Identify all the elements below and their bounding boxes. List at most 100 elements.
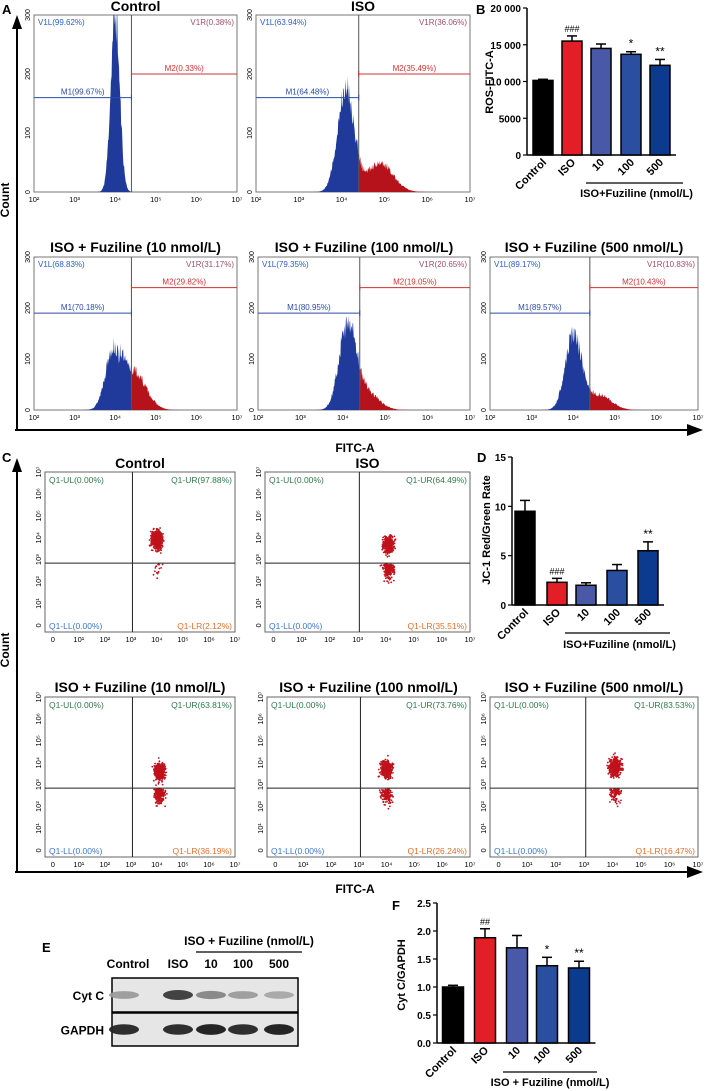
event-dot — [158, 567, 161, 570]
y-tick-label: 300 — [25, 251, 32, 263]
y-tick-label: 2.5 — [417, 899, 431, 910]
event-dot — [156, 789, 159, 792]
x-tick-label: 10⁶ — [436, 860, 447, 869]
event-dot — [380, 791, 383, 794]
event-dot — [160, 801, 163, 804]
y-tick-label: 300 — [247, 9, 254, 21]
event-dot — [384, 776, 386, 779]
event-dot — [161, 761, 164, 764]
bar-iso — [546, 581, 568, 606]
y-tick-label: 10² — [34, 801, 43, 812]
m1-label: M1(80.95%) — [287, 303, 331, 312]
y-axis-arrow-c-head — [12, 458, 22, 472]
event-dot — [157, 563, 160, 566]
x-tick-label: 10⁵ — [177, 635, 188, 644]
event-dot — [389, 777, 392, 780]
significance-label: * — [629, 37, 634, 51]
event-dot — [389, 791, 392, 793]
event-dot — [392, 549, 395, 551]
event-dot — [381, 543, 384, 546]
event-dot — [621, 762, 624, 765]
event-dot — [385, 772, 388, 775]
event-dot — [619, 773, 621, 776]
event-dot — [384, 796, 387, 798]
event-dot — [614, 794, 616, 797]
y-tick-label: 10¹ — [479, 823, 488, 834]
event-dot — [613, 764, 616, 767]
histogram-panel: ISO + Fuziline (10 nmol/L) V1L(68.83%) V1R… — [25, 239, 243, 422]
event-dot — [153, 770, 156, 772]
event-dot — [155, 550, 158, 552]
event-dot — [385, 542, 388, 545]
scatter-panel: ISO + Fuziline (100 nmol/L) Q1-UL(0.00%) Q… — [256, 679, 476, 869]
v1r-label: V1R(10.83%) — [647, 260, 695, 269]
event-dot — [617, 800, 620, 803]
event-dot — [385, 764, 388, 766]
event-dot — [610, 762, 613, 765]
event-dot — [390, 572, 392, 574]
x-tick-label: 10² — [550, 860, 561, 869]
y-tick-label: 10⁶ — [34, 713, 43, 724]
y-tick-label: 0 — [515, 151, 521, 162]
y-tick-label: 200 — [25, 302, 32, 314]
x-tick-label: 10³ — [69, 195, 80, 204]
lr-label: Q1-LR(26.24%) — [407, 846, 467, 856]
x-tick-label: 10⁶ — [191, 195, 202, 204]
panel-label-d: D — [477, 450, 486, 465]
event-dot — [156, 805, 158, 807]
x-tick-label: 10⁴ — [336, 195, 348, 204]
event-dot — [619, 771, 622, 774]
event-dot — [380, 797, 382, 799]
event-dot — [389, 789, 392, 792]
event-dot — [159, 527, 162, 529]
event-dot — [380, 564, 383, 566]
event-dot — [161, 775, 164, 778]
event-dot — [608, 793, 611, 796]
event-dot — [387, 790, 389, 793]
event-dot — [388, 546, 391, 549]
y-tick-label: 300 — [249, 251, 256, 263]
scatter-title: ISO — [355, 455, 379, 471]
histogram-title: ISO + Fuziline (10 nmol/L) — [50, 239, 221, 255]
histogram-panel: Control V1L(99.62%) V1R(0.38%) M1(99.67%) M2… — [25, 0, 243, 204]
western-blot: ISO + Fuziline (nmol/L) Control ISO 10 100 50… — [61, 934, 314, 1047]
event-dot — [388, 788, 390, 791]
event-dot — [158, 760, 161, 763]
y-tick-label: 200 — [249, 302, 256, 314]
x-tick-label: 10⁴ — [109, 413, 121, 422]
event-dot — [155, 542, 158, 545]
event-dot — [158, 797, 161, 800]
y-tick-label: 200 — [247, 68, 254, 80]
event-dot — [161, 789, 164, 791]
bar-100 — [620, 53, 642, 156]
event-dot — [391, 801, 394, 804]
event-dot — [391, 541, 394, 543]
x-tick-label: 10⁴ — [380, 635, 392, 644]
ul-label: Q1-UL(0.00%) — [271, 700, 326, 710]
event-dot — [612, 764, 614, 767]
event-dot — [157, 535, 160, 538]
event-dot — [610, 776, 612, 779]
y-tick-label: 10⁴ — [254, 532, 263, 544]
event-dot — [154, 774, 157, 777]
event-dot — [162, 772, 165, 774]
event-dot — [158, 801, 160, 804]
event-dot — [164, 789, 167, 792]
y-tick-label: 10⁷ — [34, 466, 43, 477]
histogram-panel: ISO V1L(63.94%) V1R(36.06%) M1(64.48%) M2(35… — [247, 0, 476, 204]
y-tick-label: 300 — [481, 251, 488, 263]
x-tick-label: 100 — [532, 1045, 553, 1066]
event-dot — [160, 769, 163, 772]
y-axis-arrow-a-head — [12, 15, 22, 29]
event-dot — [162, 767, 164, 770]
event-dot — [606, 764, 608, 767]
event-dot — [389, 773, 392, 776]
event-dot — [158, 790, 161, 792]
y-tick-label: 10⁷ — [479, 691, 488, 702]
event-dot — [164, 794, 167, 796]
m1-label: M1(99.67%) — [61, 88, 105, 97]
x-tick-label: 10⁵ — [177, 860, 188, 869]
event-dot — [385, 761, 388, 764]
event-dot — [610, 773, 613, 775]
